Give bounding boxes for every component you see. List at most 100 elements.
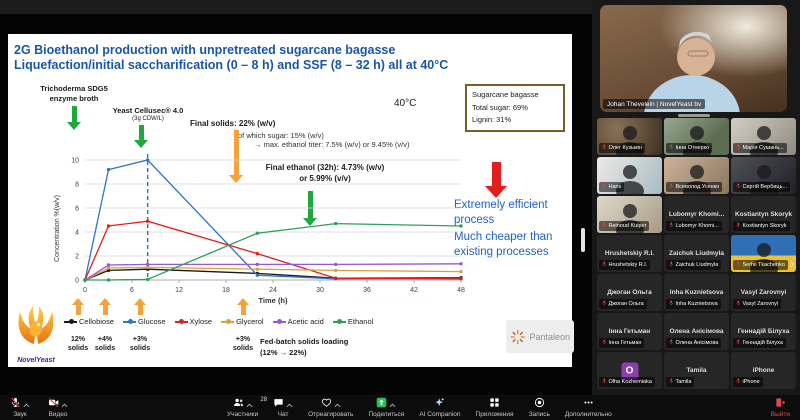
participants-gallery: Олег Кузьмін Інна Отнерко Марія Сушань... H… [597,118,796,389]
chat-button[interactable]: Чат [273,398,293,418]
svg-text:30: 30 [316,287,324,294]
temperature-label: 40°C [394,98,417,109]
muted-mic-icon [669,378,674,386]
bagasse-line1: Sugarcane bagasse [472,90,539,99]
muted-mic-icon [602,144,607,152]
legend-label: Glucose [138,317,166,326]
panel-divider-handle[interactable] [581,228,585,252]
leave-button[interactable]: Выйти [771,398,790,418]
presentation-slide: 2G Bioethanol production with unpretreat… [8,34,574,367]
participant-name-label: Геннадій Білуха [733,338,786,348]
apps-button[interactable]: Приложения [476,398,514,418]
audio-button[interactable]: Звук [10,396,30,418]
more-button[interactable]: Дополнительно [565,398,612,418]
participant-name-text: Інна Отнерко [675,145,710,151]
chevron-up-icon[interactable] [23,396,30,411]
share-button[interactable]: Поделиться [368,396,404,418]
slide-title: 2G Bioethanol production with unpretreat… [14,43,554,73]
participant-tile[interactable]: O Olha Kozhemiaka [597,352,662,389]
participant-tile[interactable]: Kostiantyn Skoryk Kostiantyn Skoryk [731,196,796,233]
ai-companion-button[interactable]: AI Companion [419,396,461,418]
conclusion-arrow [485,162,507,198]
participant-tile[interactable]: Всеволод Усенко [664,157,729,194]
speaker-video[interactable]: Johan Thevelein | NovelYeast bv [600,5,787,112]
which-sugar-label: of which sugar: 15% (w/v) [238,131,324,140]
participant-tile[interactable]: Геннадій Білуха Геннадій Білуха [731,313,796,350]
participant-tile[interactable]: Zaichuk Liudmyla Zaichuk Liudmyla [664,235,729,272]
participant-tile[interactable]: Serhii Tkachenko [731,235,796,272]
chevron-up-icon[interactable] [286,396,293,411]
share-top-strip [0,0,592,14]
bagasse-line2: Total sugar: 69% [472,102,528,112]
participant-tile[interactable]: Lubomyr Khomi... Lubomyr Khomi... [664,196,729,233]
legend-marker [64,319,77,324]
participant-tile[interactable]: Інна Отнерко [664,118,729,155]
enzyme-addition-arrow [67,106,81,130]
muted-mic-icon [602,339,607,347]
fed-batch-label: Fed-batch solids loading (12% → 22%) [260,337,349,357]
participant-name-label: Hrushetskiy R.I. [599,260,651,270]
chevron-up-icon[interactable] [334,396,341,411]
speaker-resize-handle[interactable] [678,114,710,117]
record-button[interactable]: Запись [528,397,550,418]
participant-tile[interactable]: Інна Гетьман Інна Гетьман [597,313,662,350]
toolbar-label: Запись [528,410,550,418]
legend-label: Glycerol [236,317,264,326]
bagasse-info-box: Sugarcane bagasse Total sugar: 69% Ligni… [465,84,565,132]
participant-tile[interactable]: Hrushetskiy R.I. Hrushetskiy R.I. [597,235,662,272]
ai-sparkle-icon [434,396,445,411]
participant-center-name: Tamila [686,367,707,374]
slide-title-line2: Liquefaction/initial saccharification (0… [14,58,449,72]
participant-tile[interactable]: Hans [597,157,662,194]
participant-center-name: Vasyl Zarovnyi [740,289,787,296]
muted-mic-icon [669,222,674,230]
chevron-up-icon[interactable] [246,396,253,411]
participant-tile[interactable]: Джоган Ольга Джоган Ольга [597,274,662,311]
next-participants-chevron[interactable]: › [790,256,795,271]
participant-name-text: Serhii Tkachenko [742,262,785,268]
muted-mic-icon [602,261,607,269]
novelyeast-logo-text: NovelYeast [17,357,55,364]
participant-name-text: Сергій Вербиць... [742,184,788,190]
participant-tile[interactable]: Reinoud Kuiper [597,196,662,233]
participant-tile[interactable]: Олена Анісімова Олена Анісімова [664,313,729,350]
participant-tile[interactable]: Inha Kuznietsova Inha Kuznietsova [664,274,729,311]
participant-tile[interactable]: Марія Сушань... [731,118,796,155]
toolbar-label: Чат [277,410,289,418]
participants-panel: Johan Thevelein | NovelYeast bv Олег Куз… [592,0,800,395]
participant-center-name: Геннадій Білуха [737,328,790,335]
bagasse-line3: Lignin: 31% [472,115,512,124]
muted-mic-icon [736,183,741,191]
participant-tile[interactable]: Сергій Вербиць... [731,157,796,194]
svg-text:36: 36 [363,287,371,294]
leave-icon [775,396,786,411]
participant-name-text: Reinoud Kuiper [608,223,647,229]
participant-name-label: Tamila [666,377,695,387]
chevron-up-icon[interactable] [61,396,68,411]
participant-tile[interactable]: Vasyl Zarovnyi Vasyl Zarovnyi [731,274,796,311]
video-button[interactable]: Видео [48,396,68,418]
legend-label: Cellobiose [79,317,115,326]
toolbar-right-group: Выйти [771,398,790,418]
participant-name-label: Kostiantyn Skoryk [733,221,790,231]
participant-center-name: Hrushetskiy R.I. [604,250,655,257]
muted-mic-icon [602,183,607,191]
mic-off-icon [10,396,21,411]
participant-center-name: Олена Анісімова [669,328,724,335]
participants-button[interactable]: Участники 28 [227,396,267,418]
participant-tile[interactable]: Олег Кузьмін [597,118,662,155]
camera-off-icon [48,396,59,411]
participant-tile[interactable]: iPhone iPhone [731,352,796,389]
conclusion-line2: Much cheaper than existing processes [454,231,553,258]
yeast-label: Yeast Cellusec® 4.0 (3g CDW/L) [112,106,184,122]
speaker-silhouette [644,31,740,112]
svg-text:10: 10 [71,158,79,165]
chevron-up-icon[interactable] [389,396,396,411]
participants-icon [233,396,244,411]
participant-tile[interactable]: Tamila Tamila [664,352,729,389]
react-button[interactable]: Отреагировать [308,398,353,418]
legend-marker [123,319,137,324]
slide-title-line1: 2G Bioethanol production with unpretreat… [14,43,396,57]
final-ethanol-arrow [303,191,317,226]
